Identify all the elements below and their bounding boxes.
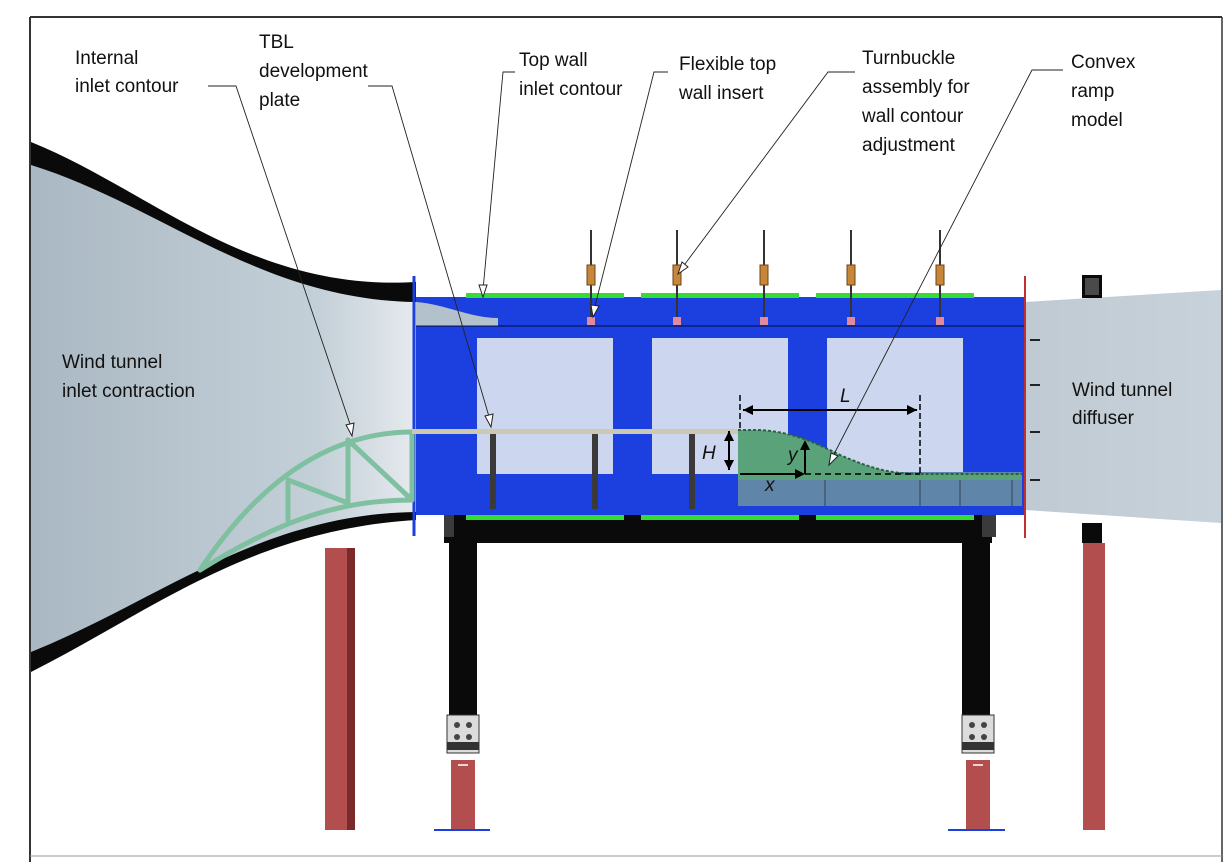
annotation-convex-ramp-model: Convex ramp model <box>1071 52 1136 131</box>
label-turnbuckle-line4: adjustment <box>862 135 956 156</box>
convex-ramp-model <box>738 429 1022 506</box>
annotation-turnbuckle-assembly: Turnbuckle assembly for wall contour adj… <box>861 48 970 156</box>
label-flex-line1: Flexible top <box>679 54 776 75</box>
leader-lines <box>208 69 1063 467</box>
test-section-legs <box>434 714 1005 831</box>
annotation-top-wall-inlet-contour: Top wall inlet contour <box>519 50 623 100</box>
annotation-diffuser: Wind tunnel diffuser <box>1072 380 1172 429</box>
dim-length-label: L <box>840 386 851 407</box>
label-flex-line2: wall insert <box>678 83 764 104</box>
green-strips <box>466 293 974 520</box>
label-turnbuckle-line3: wall contour <box>861 106 964 127</box>
label-internal-inlet-line2: inlet contour <box>75 76 179 97</box>
dim-height-label: H <box>702 443 716 464</box>
label-convex-line2: ramp <box>1071 81 1114 102</box>
support-table <box>444 515 996 715</box>
label-diffuser-line2: diffuser <box>1072 408 1135 429</box>
figure-frame <box>29 16 1223 862</box>
annotation-tbl-plate: TBL development plate <box>259 32 369 111</box>
tbl-plate <box>412 429 740 509</box>
label-topwall-line2: inlet contour <box>519 79 623 100</box>
inlet-support-leg <box>325 548 355 830</box>
label-inlet-line2: inlet contraction <box>62 381 195 402</box>
label-topwall-line1: Top wall <box>519 50 588 71</box>
label-turnbuckle-line2: assembly for <box>862 77 970 98</box>
label-tbl-line2: development <box>259 61 369 82</box>
label-tbl-line1: TBL <box>259 32 294 53</box>
dimension-markers <box>724 395 921 479</box>
label-convex-line3: model <box>1071 110 1123 131</box>
label-internal-inlet-line1: Internal <box>75 48 138 69</box>
label-inlet-line1: Wind tunnel <box>62 352 162 373</box>
inlet-contraction <box>31 142 416 672</box>
annotation-inlet-contraction: Wind tunnel inlet contraction <box>62 352 195 402</box>
dim-y-label: y <box>786 445 799 466</box>
annotation-internal-inlet-contour: Internal inlet contour <box>75 48 179 97</box>
annotation-flexible-top-wall-insert: Flexible top wall insert <box>678 54 776 104</box>
test-section <box>416 297 1024 515</box>
internal-inlet-truss <box>197 429 415 573</box>
label-tbl-line3: plate <box>259 90 300 111</box>
label-convex-line1: Convex <box>1071 52 1136 73</box>
label-diffuser-line1: Wind tunnel <box>1072 380 1172 401</box>
diffuser <box>1024 275 1221 830</box>
label-turnbuckle-line1: Turnbuckle <box>862 48 955 69</box>
dim-x-label: x <box>764 475 776 496</box>
